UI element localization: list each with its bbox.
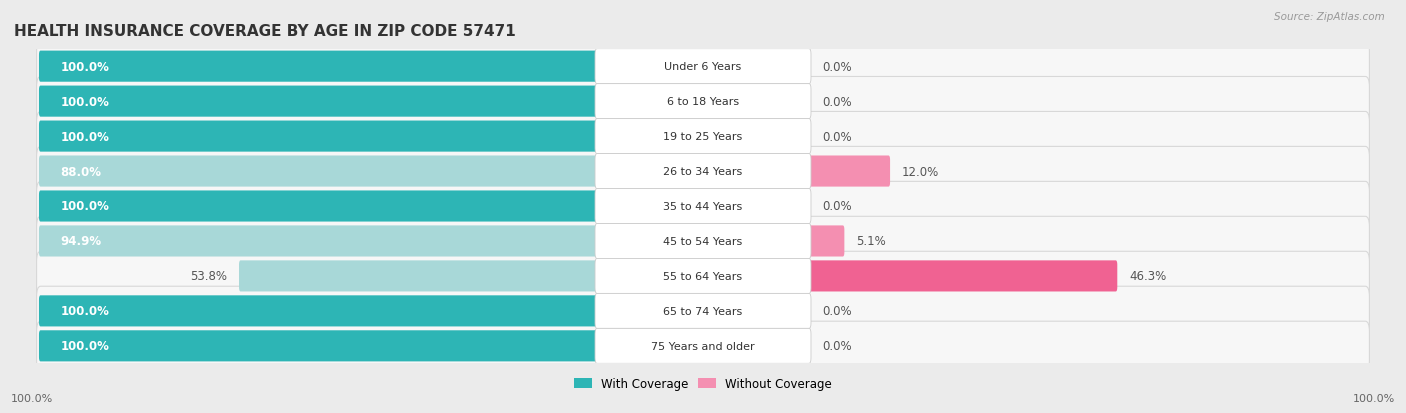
FancyBboxPatch shape [37, 43, 1369, 92]
Text: 5.1%: 5.1% [856, 235, 886, 248]
FancyBboxPatch shape [595, 84, 811, 119]
FancyBboxPatch shape [595, 259, 811, 294]
FancyBboxPatch shape [595, 189, 811, 224]
Text: 88.0%: 88.0% [60, 165, 101, 178]
Text: 100.0%: 100.0% [1353, 393, 1395, 403]
Text: 100.0%: 100.0% [11, 393, 53, 403]
Text: 12.0%: 12.0% [901, 165, 939, 178]
Text: 100.0%: 100.0% [60, 200, 110, 213]
Text: HEALTH INSURANCE COVERAGE BY AGE IN ZIP CODE 57471: HEALTH INSURANCE COVERAGE BY AGE IN ZIP … [14, 24, 516, 39]
FancyBboxPatch shape [39, 156, 599, 187]
Text: Under 6 Years: Under 6 Years [665, 62, 741, 72]
FancyBboxPatch shape [39, 296, 599, 327]
FancyBboxPatch shape [595, 224, 811, 259]
FancyBboxPatch shape [37, 147, 1369, 196]
FancyBboxPatch shape [37, 217, 1369, 266]
FancyBboxPatch shape [37, 182, 1369, 231]
FancyBboxPatch shape [39, 121, 599, 152]
Text: 46.3%: 46.3% [1129, 270, 1166, 283]
FancyBboxPatch shape [807, 226, 845, 257]
Text: 0.0%: 0.0% [823, 61, 852, 74]
Text: 53.8%: 53.8% [190, 270, 228, 283]
FancyBboxPatch shape [39, 330, 599, 361]
Text: 100.0%: 100.0% [60, 130, 110, 143]
Text: 0.0%: 0.0% [823, 339, 852, 352]
Text: 55 to 64 Years: 55 to 64 Years [664, 271, 742, 281]
Text: 6 to 18 Years: 6 to 18 Years [666, 97, 740, 107]
FancyBboxPatch shape [595, 154, 811, 189]
FancyBboxPatch shape [39, 191, 599, 222]
FancyBboxPatch shape [37, 321, 1369, 370]
FancyBboxPatch shape [39, 86, 599, 117]
Text: 0.0%: 0.0% [823, 95, 852, 108]
Text: 19 to 25 Years: 19 to 25 Years [664, 132, 742, 142]
Text: 0.0%: 0.0% [823, 200, 852, 213]
FancyBboxPatch shape [807, 156, 890, 187]
FancyBboxPatch shape [37, 77, 1369, 126]
FancyBboxPatch shape [239, 261, 599, 292]
Text: Source: ZipAtlas.com: Source: ZipAtlas.com [1274, 12, 1385, 22]
FancyBboxPatch shape [595, 294, 811, 329]
Text: 100.0%: 100.0% [60, 95, 110, 108]
FancyBboxPatch shape [37, 287, 1369, 336]
Text: 0.0%: 0.0% [823, 305, 852, 318]
Text: 100.0%: 100.0% [60, 339, 110, 352]
Text: 100.0%: 100.0% [60, 61, 110, 74]
Text: 94.9%: 94.9% [60, 235, 101, 248]
Text: 100.0%: 100.0% [60, 305, 110, 318]
Text: 26 to 34 Years: 26 to 34 Years [664, 166, 742, 177]
Text: 65 to 74 Years: 65 to 74 Years [664, 306, 742, 316]
Legend: With Coverage, Without Coverage: With Coverage, Without Coverage [569, 373, 837, 395]
FancyBboxPatch shape [37, 252, 1369, 301]
FancyBboxPatch shape [595, 50, 811, 84]
Text: 45 to 54 Years: 45 to 54 Years [664, 236, 742, 247]
Text: 0.0%: 0.0% [823, 130, 852, 143]
FancyBboxPatch shape [595, 329, 811, 363]
Text: 35 to 44 Years: 35 to 44 Years [664, 202, 742, 211]
FancyBboxPatch shape [807, 261, 1118, 292]
FancyBboxPatch shape [37, 112, 1369, 161]
FancyBboxPatch shape [39, 226, 599, 257]
FancyBboxPatch shape [595, 119, 811, 154]
FancyBboxPatch shape [39, 52, 599, 83]
Text: 75 Years and older: 75 Years and older [651, 341, 755, 351]
